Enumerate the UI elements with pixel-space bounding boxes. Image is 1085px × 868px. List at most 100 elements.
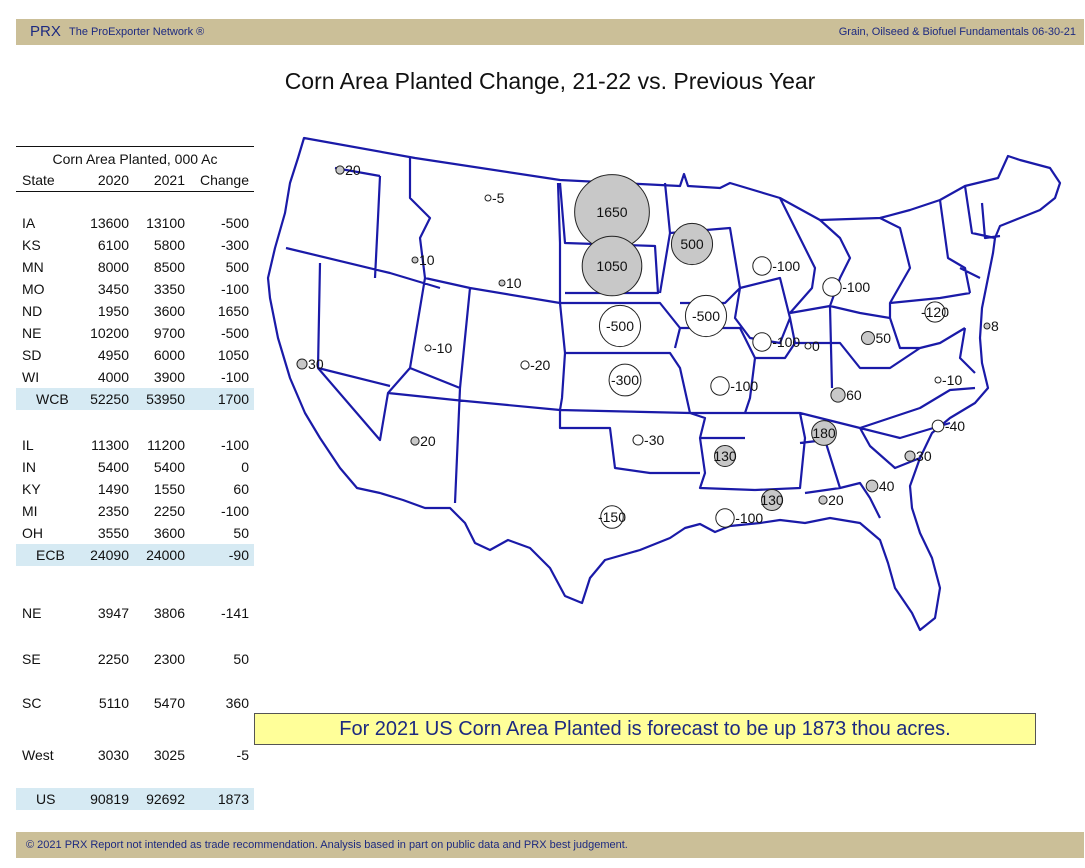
bubble-label: -5 <box>492 190 505 206</box>
bubble-label: 30 <box>916 448 932 464</box>
table-total-row: WCB 52250 53950 1700 <box>16 388 254 410</box>
bubble-circle <box>684 294 728 338</box>
row-2020: 10200 <box>90 325 129 341</box>
bubble-label: -100 <box>772 258 800 274</box>
bubble-label: -120 <box>921 304 949 320</box>
row-2020: 6100 <box>97 237 129 253</box>
bubble-va: -10 <box>934 372 962 388</box>
row-state: NE <box>22 325 42 341</box>
row-state: IL <box>22 437 34 453</box>
row-change: 360 <box>225 695 249 711</box>
row-2021: 3600 <box>153 303 185 319</box>
row-2021: 53950 <box>146 391 185 407</box>
row-change: -100 <box>220 281 249 297</box>
bubble-circle <box>335 165 345 175</box>
bubble-circle <box>752 332 772 352</box>
table-row: MN 8000 8500 500 <box>16 256 254 278</box>
row-state: IN <box>22 459 36 475</box>
header-change: Change <box>199 172 249 188</box>
row-2020: 11300 <box>91 437 129 453</box>
row-state: MN <box>22 259 44 275</box>
row-2021: 24000 <box>146 547 185 563</box>
row-state: NE <box>22 605 42 621</box>
bubble-il: -100 <box>752 332 800 352</box>
row-2020: 3450 <box>97 281 129 297</box>
row-2020: 2350 <box>97 503 129 519</box>
bubble-la: -100 <box>715 508 763 528</box>
network-name: The ProExporter Network ® <box>69 26 205 38</box>
row-state: OH <box>22 525 43 541</box>
bubble-circle <box>670 222 714 266</box>
row-2021: 2300 <box>153 651 185 667</box>
row-2020: 13600 <box>90 215 129 231</box>
row-change: 60 <box>233 481 249 497</box>
row-change: -500 <box>220 325 249 341</box>
column-headers: State 2020 2021 Change <box>16 172 254 189</box>
bubble-oh: 50 <box>860 330 892 346</box>
row-2020: 5110 <box>98 695 129 711</box>
bubble-circle <box>811 420 837 446</box>
header-2020: 2020 <box>97 172 129 188</box>
bubble-label: -100 <box>772 334 800 350</box>
table-row: MI 2350 2250 -100 <box>16 500 254 522</box>
row-state: SD <box>22 347 42 363</box>
report-title-date: Grain, Oilseed & Biofuel Fundamentals 06… <box>838 26 1076 38</box>
row-2021: 3025 <box>153 747 185 763</box>
row-change: -141 <box>220 605 249 621</box>
bubble-sd: 1050 <box>581 235 643 297</box>
bubble-circle <box>520 360 530 370</box>
bubble-ar: 130 <box>713 445 737 467</box>
bubble-ut: -10 <box>424 340 452 356</box>
bubble-mo: -100 <box>710 376 758 396</box>
row-2020: 4950 <box>97 347 129 363</box>
bubble-id: 10 <box>411 252 435 268</box>
table-row: OH 3550 3600 50 <box>16 522 254 544</box>
table-row: SE 2250 2300 50 <box>16 648 254 670</box>
row-2021: 92692 <box>146 791 185 807</box>
row-state: West <box>22 747 54 763</box>
row-2020: 5400 <box>97 459 129 475</box>
bubble-label: 10 <box>506 275 522 291</box>
table-row: West 3030 3025 -5 <box>16 744 254 766</box>
row-change: 1050 <box>217 347 249 363</box>
table-total-row: US 90819 92692 1873 <box>16 788 254 810</box>
bubble-circle <box>581 235 643 297</box>
bubble-label: 8 <box>991 318 999 334</box>
bubble-circle <box>411 256 419 264</box>
bubble-nc: -40 <box>931 418 965 434</box>
bubble-label: -300 <box>611 372 639 388</box>
table-row: NE 10200 9700 -500 <box>16 322 254 344</box>
row-state: SC <box>22 695 42 711</box>
table-row: KS 6100 5800 -300 <box>16 234 254 256</box>
bubble-label: 500 <box>680 236 704 252</box>
row-2021: 3900 <box>153 369 185 385</box>
bubble-co: -20 <box>520 357 551 373</box>
bubble-label: 60 <box>846 387 862 403</box>
bubble-circle <box>830 387 846 403</box>
bubble-label: -100 <box>730 378 758 394</box>
bubble-ks: -300 <box>608 363 642 397</box>
row-2021: 6000 <box>153 347 185 363</box>
row-change: 0 <box>241 459 249 475</box>
row-change: 1873 <box>217 791 249 807</box>
row-change: -5 <box>236 747 249 763</box>
row-2021: 13100 <box>146 215 185 231</box>
bubble-label: -40 <box>945 418 965 434</box>
row-2021: 5800 <box>153 237 185 253</box>
forecast-banner: For 2021 US Corn Area Planted is forecas… <box>254 713 1036 745</box>
bubble-label: 40 <box>879 478 895 494</box>
bubble-label: 1650 <box>596 204 627 220</box>
bubble-circle <box>924 301 946 323</box>
bubble-ms: 130 <box>760 489 784 511</box>
bubble-circle <box>424 344 432 352</box>
bubble-label: -500 <box>692 308 720 324</box>
bubble-mn: 500 <box>670 222 714 266</box>
bubble-label: 50 <box>876 330 892 346</box>
bubble-circle <box>822 277 842 297</box>
bubble-circle <box>931 419 945 433</box>
row-2021: 5470 <box>153 695 185 711</box>
row-state: MO <box>22 281 45 297</box>
bubble-label: -150 <box>598 509 626 525</box>
bubble-label: 20 <box>345 162 361 178</box>
row-state: WI <box>22 369 40 385</box>
